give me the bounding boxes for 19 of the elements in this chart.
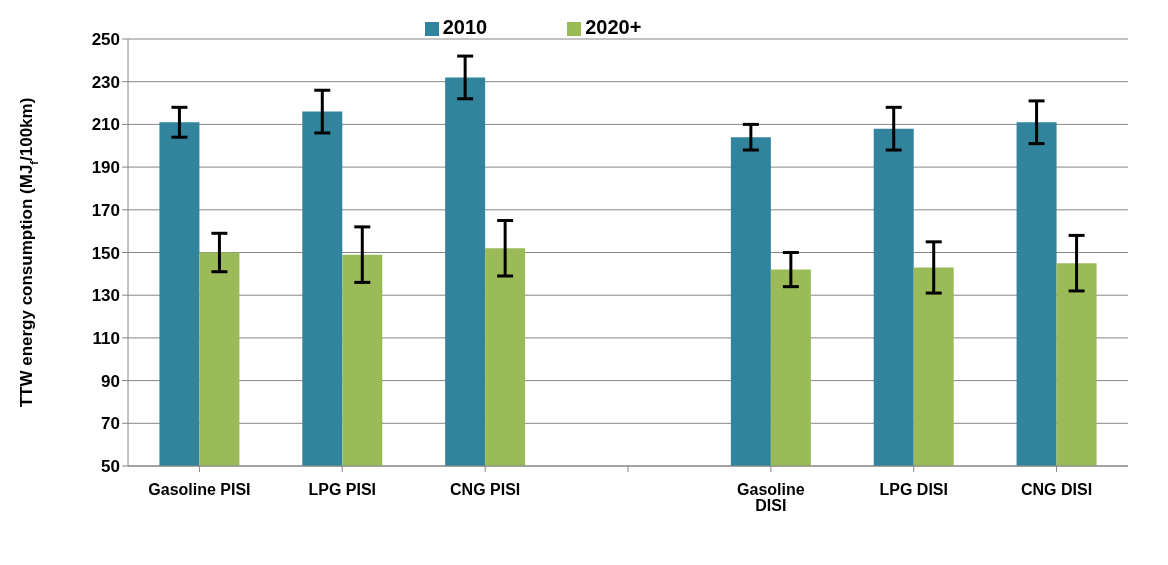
y-tick-label: 230 [91, 72, 120, 92]
y-tick-label: 190 [91, 158, 120, 178]
y-tick-label: 170 [91, 200, 120, 220]
y-tick-label: 210 [91, 115, 120, 135]
x-tick-label: CNG DISI [1021, 481, 1093, 499]
y-tick-label: 50 [101, 457, 120, 477]
y-tick-label: 70 [101, 414, 120, 434]
x-tick-label: CNG PISI [450, 481, 521, 499]
y-tick-label: 90 [101, 371, 120, 391]
x-tick-label: LPG DISI [879, 481, 948, 499]
legend-label: 2020+ [585, 16, 642, 38]
y-tick-label: 250 [91, 30, 120, 50]
y-tick-label: 150 [91, 243, 120, 263]
x-tick-label: LPG PISI [308, 481, 377, 499]
legend-label: 2010 [442, 16, 488, 38]
x-tick-label: Gasoline DISI [737, 481, 805, 515]
y-tick-label: 130 [91, 286, 120, 306]
y-tick-label: 110 [92, 328, 120, 348]
x-tick-label: Gasoline PISI [148, 481, 251, 499]
